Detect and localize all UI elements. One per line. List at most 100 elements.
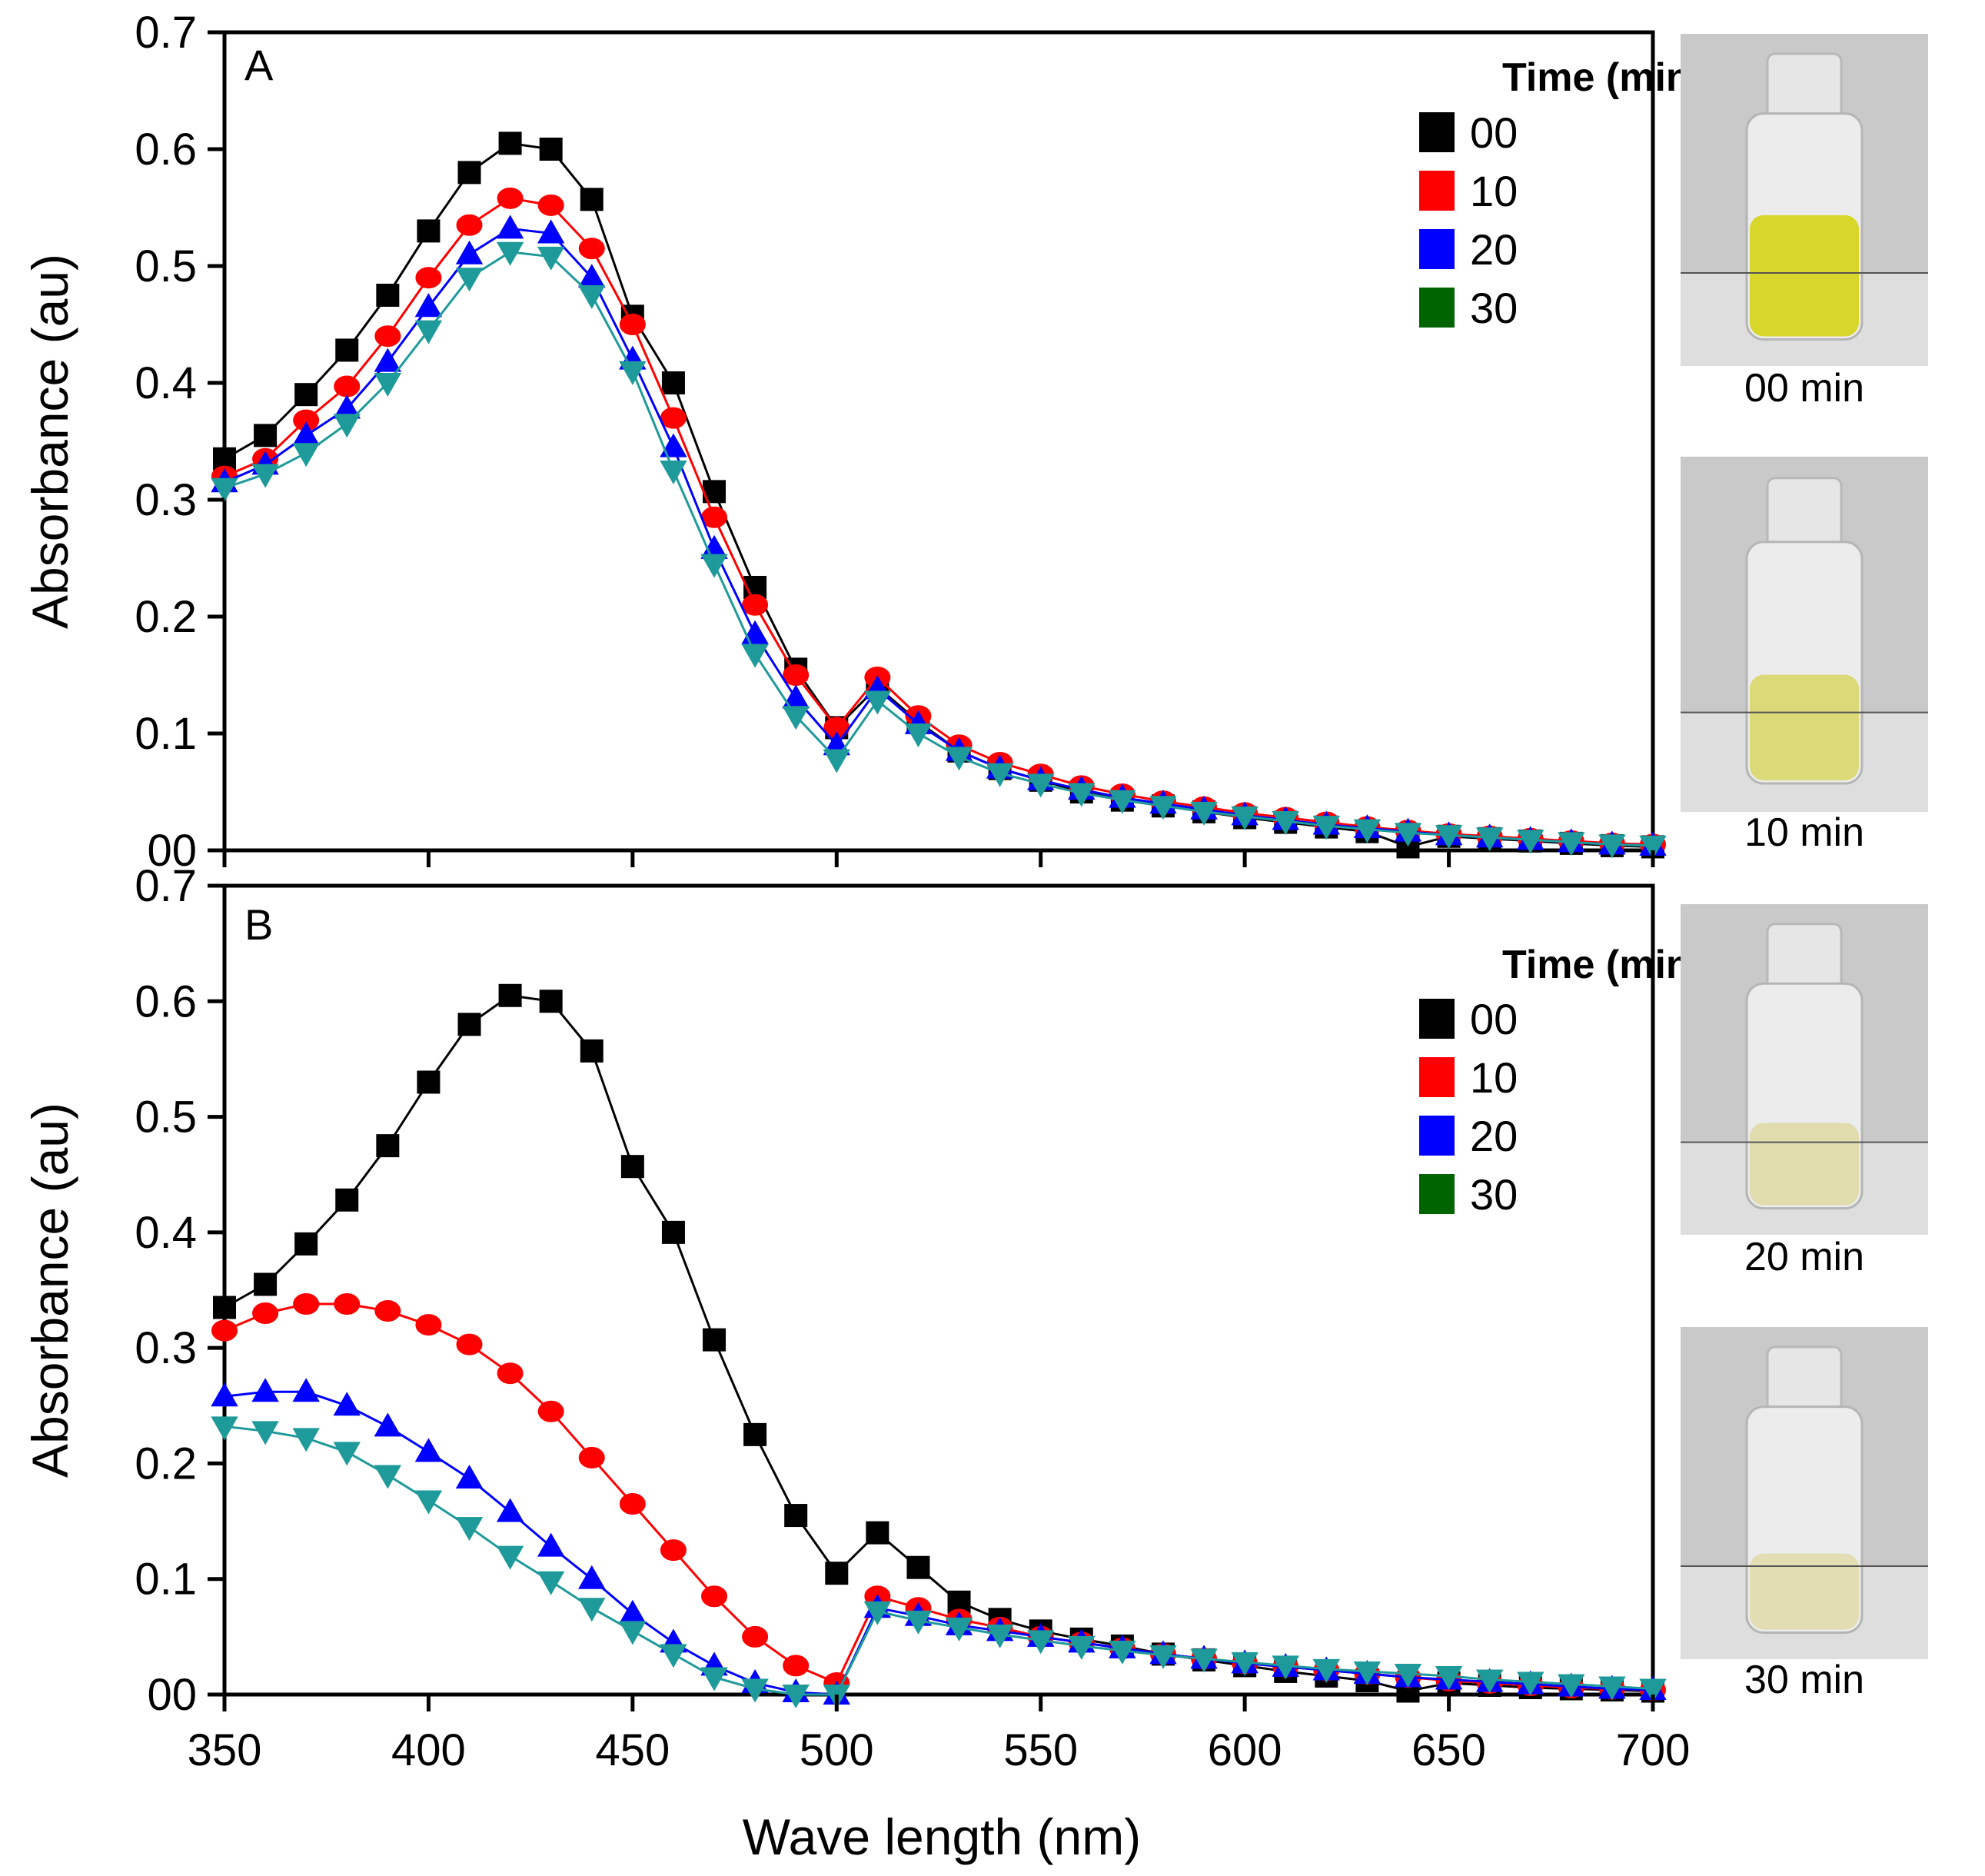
legend-label: 10 <box>1470 1053 1518 1102</box>
y-tick-label: 0.7 <box>135 861 197 911</box>
data-point <box>783 664 810 686</box>
y-tick-label: 0.3 <box>135 475 197 525</box>
data-point <box>1435 825 1463 850</box>
vial-liquid <box>1750 215 1859 337</box>
data-point <box>620 1155 644 1179</box>
panel-letter: A <box>244 41 274 89</box>
legend-label: 30 <box>1470 1170 1518 1219</box>
data-point <box>455 268 484 292</box>
data-point <box>1394 823 1422 847</box>
data-point <box>863 690 892 715</box>
legend-title: Time (min) <box>1502 943 1704 987</box>
data-point <box>251 1421 279 1445</box>
vial-photo: 30 min <box>1681 1327 1928 1702</box>
data-point <box>823 749 851 773</box>
legend-swatch <box>1419 288 1455 328</box>
vial-photo: 10 min <box>1681 457 1928 855</box>
data-point <box>292 443 320 467</box>
data-point <box>784 1504 808 1528</box>
data-point <box>414 320 443 344</box>
data-point <box>211 1319 238 1342</box>
data-point <box>376 1134 400 1158</box>
vial-neck <box>1766 923 1843 992</box>
data-point <box>254 424 278 447</box>
data-point <box>1517 830 1544 854</box>
data-point <box>1272 1655 1299 1680</box>
data-point <box>825 1562 849 1585</box>
vial-photo: 20 min <box>1681 904 1928 1279</box>
data-point <box>578 1446 605 1469</box>
data-point <box>700 1667 728 1691</box>
vial-liquid <box>1750 674 1859 781</box>
data-point <box>1598 1676 1626 1701</box>
legend-swatch <box>1419 171 1455 211</box>
data-point <box>498 983 522 1007</box>
data-point <box>417 219 441 243</box>
data-point <box>1353 819 1382 843</box>
data-point <box>701 1585 728 1608</box>
data-point <box>660 461 687 485</box>
data-point <box>1190 1648 1218 1673</box>
data-point <box>1109 1640 1136 1665</box>
data-point <box>496 241 524 266</box>
x-tick-label: 600 <box>1208 1725 1282 1775</box>
y-tick-label: 0.4 <box>135 1208 197 1258</box>
data-point <box>497 187 524 209</box>
vial-neck <box>1766 52 1843 121</box>
legend-title: Time (min) <box>1502 55 1704 100</box>
plot-frame <box>222 883 1655 1697</box>
data-point <box>496 1545 524 1570</box>
legend: Time (min) 00 10 20 30 <box>1419 943 1704 1219</box>
data-point <box>537 219 565 244</box>
y-tick-label: 0.5 <box>135 1093 197 1143</box>
data-point <box>580 188 603 211</box>
data-point <box>376 284 400 307</box>
data-point <box>294 1232 318 1256</box>
y-tick-label: 0.4 <box>135 358 197 408</box>
data-point <box>904 1610 933 1635</box>
data-point <box>374 1465 402 1489</box>
data-point <box>701 506 728 528</box>
data-point <box>374 325 401 348</box>
legend-swatch <box>1419 1116 1455 1156</box>
data-point <box>213 1296 236 1319</box>
y-tick-label: 0.5 <box>135 241 197 291</box>
legend-swatch <box>1419 1174 1455 1214</box>
legend-label: 00 <box>1470 995 1518 1043</box>
x-axis-title: Wave length (nm) <box>743 1808 1141 1865</box>
data-point <box>292 1378 320 1402</box>
x-tick-label: 450 <box>595 1725 670 1775</box>
data-point <box>660 1644 687 1668</box>
y-tick-label: 0.7 <box>135 8 197 58</box>
legend-label: 20 <box>1470 225 1518 274</box>
data-point <box>578 1598 606 1622</box>
y-tick-label: 0.3 <box>135 1323 197 1373</box>
data-point <box>455 1517 484 1542</box>
data-point <box>1558 1674 1585 1698</box>
data-point <box>455 240 484 264</box>
data-point <box>334 1293 361 1316</box>
data-point <box>619 361 647 385</box>
y-tick-label: 0.2 <box>135 1439 197 1488</box>
photo-caption: 30 min <box>1744 1658 1864 1702</box>
data-point <box>661 1220 685 1244</box>
data-point <box>1149 796 1177 820</box>
data-point <box>1231 1651 1258 1676</box>
data-point <box>496 1498 524 1522</box>
plot-frame <box>222 30 1655 853</box>
data-point <box>457 161 481 185</box>
legend-label: 30 <box>1470 284 1518 332</box>
data-point <box>1190 801 1218 826</box>
y-tick-label: 0.2 <box>135 592 197 642</box>
vial-photo: 00 min <box>1681 34 1928 411</box>
vial-liquid <box>1750 1553 1859 1630</box>
data-point <box>578 285 606 310</box>
data-point <box>293 1293 320 1316</box>
data-point <box>1026 1630 1055 1655</box>
data-point <box>1109 790 1136 814</box>
data-point <box>374 1300 401 1322</box>
data-point <box>537 1571 565 1595</box>
data-point <box>661 371 685 394</box>
data-point <box>414 293 443 318</box>
